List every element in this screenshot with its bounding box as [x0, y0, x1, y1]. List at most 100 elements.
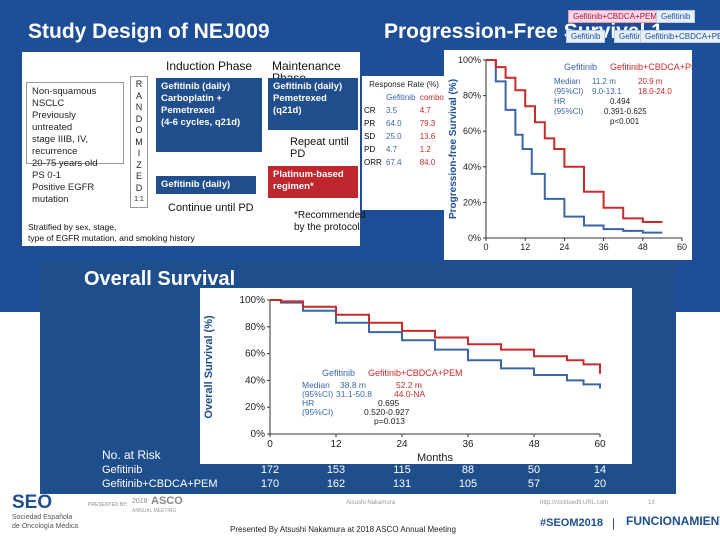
row-label: PD: [364, 145, 376, 154]
os-gef-ci: 31.1-50.8: [336, 389, 372, 399]
gefitinib-value: 25.0: [386, 132, 402, 141]
repeat-until-pd: Repeat until PD: [290, 136, 349, 160]
x-tick-label: 48: [528, 439, 540, 450]
risk-label-combo: Gefitinib+CBDCA+PEM: [102, 478, 218, 490]
pfs-gef-ci: 9.0-13.1: [592, 87, 622, 96]
combo-value: 13.6: [419, 132, 436, 141]
presenter-small: Atsushi Nakamura: [346, 500, 396, 506]
os-combo-median: 52.2 m: [396, 380, 422, 390]
combo-maint-line: (q21d): [273, 105, 302, 116]
x-tick-label: 0: [483, 242, 488, 252]
y-tick-label: 80%: [463, 91, 481, 101]
x-tick-label: 36: [599, 242, 609, 252]
risk-header: No. at Risk: [102, 448, 161, 462]
gefitinib-arm-box: Gefitinib (daily): [156, 176, 256, 194]
combo-arm-line: Carboplatin +: [161, 93, 222, 104]
nav-box: Gefitinib: [566, 30, 606, 43]
url-link[interactable]: http://clicktoedit.URL.com: [540, 500, 609, 506]
platinum-regimen-box: Platinum-based regimen*: [268, 166, 358, 198]
row-label: SD: [364, 132, 376, 141]
randomized-box: R A N D O M I Z E D 1:1: [130, 76, 148, 208]
gefitinib-value: 67.4: [386, 158, 402, 167]
risk-value: 170: [260, 478, 280, 490]
page-number: 13: [648, 500, 655, 506]
randomized-letter: D: [135, 113, 143, 124]
asco-subtitle: ANNUAL MEETING: [132, 508, 177, 514]
risk-value: 14: [593, 464, 607, 476]
criteria-line: PS 0-1: [32, 170, 62, 181]
y-tick-label: 0%: [468, 233, 481, 243]
x-tick-label: 36: [462, 439, 474, 450]
combo-curve: [270, 299, 601, 374]
y-tick-label: 20%: [463, 197, 481, 207]
x-tick-label: 12: [330, 439, 342, 450]
response-rate-title: Response Rate (%): [369, 80, 439, 89]
combo-maint-line: Pemetrexed: [273, 93, 327, 104]
combo-arm-line: Pemetrexed: [161, 105, 215, 116]
pfs-p-value: p<0.001: [610, 117, 640, 126]
criteria-line: Positive EGFR mutation: [32, 182, 95, 205]
os-stat-label: Median: [302, 380, 330, 390]
hashtag: #SEOM2018: [540, 517, 603, 529]
table-header: Gefitinib: [386, 93, 416, 102]
os-gef-median: 38.8 m: [340, 380, 366, 390]
nav-box: Gefitinib: [656, 10, 696, 23]
x-axis-label: Months: [417, 452, 454, 464]
risk-label-gefitinib: Gefitinib: [102, 464, 143, 476]
os-title: Overall Survival: [84, 268, 236, 290]
combo-maint-line: Gefitinib (daily): [273, 81, 343, 92]
pfs-stat-label: Median: [554, 77, 580, 86]
table-row: SD 25.0 13.6: [362, 130, 446, 143]
os-stat-label: (95%CI): [302, 389, 333, 399]
nav-box: Gefitinib+CBDCA+PEM: [568, 10, 663, 23]
risk-value: 105: [458, 478, 478, 490]
pfs-stat-label: HR: [554, 97, 566, 106]
table-row: PR 64.0 79.3: [362, 117, 446, 130]
randomized-letter: M: [135, 136, 143, 147]
y-tick-label: 0%: [251, 429, 266, 440]
risk-value: 115: [393, 464, 411, 476]
platinum-line: regimen*: [273, 181, 314, 192]
gefitinib-value: 3.5: [386, 106, 398, 115]
randomized-letter: O: [135, 125, 143, 135]
risk-value: 172: [260, 464, 280, 476]
response-rate-panel: Response Rate (%) Gefitinib combo CR 3.5 4…: [362, 76, 446, 210]
criteria-line: stage IIIB, IV, recurrence: [32, 134, 89, 157]
os-chart: 0% 20% 40% 60% 80% 100% 0 12 24 36 48 60 Overall Sur…: [203, 295, 606, 464]
continue-until-pd: Continue until PD: [168, 202, 254, 214]
seom-subtitle: Sociedad Española: [12, 514, 73, 521]
study-design-title: Study Design of NEJ009: [28, 20, 270, 43]
pfs-gef-median: 11.2 m: [592, 77, 616, 86]
x-tick-label: 24: [396, 439, 408, 450]
seom-logo-text: SEO: [12, 492, 53, 513]
os-stat-label: (95%CI): [302, 407, 333, 417]
os-legend-combo: Gefitinib+CBDCA+PEM: [368, 368, 463, 378]
randomized-letter: A: [135, 90, 142, 101]
y-tick-label: 20%: [245, 402, 265, 413]
combo-arm-line: (4-6 cycles, q21d): [161, 117, 241, 128]
pfs-legend-gefitinib: Gefitinib: [564, 62, 597, 72]
response-rate-table: Gefitinib combo CR 3.5 4.7 PR 64.0 79.3 SD 25…: [362, 91, 446, 169]
risk-value: 153: [326, 464, 346, 476]
randomization-ratio: 1:1: [134, 196, 144, 203]
criteria-line: Non-squamous NSCLC: [32, 86, 97, 109]
os-hr: 0.695: [378, 398, 400, 408]
risk-value: 162: [326, 478, 346, 490]
table-row: PD 4.7 1.2: [362, 143, 446, 156]
randomized-letter: N: [135, 102, 143, 112]
risk-value: 88: [461, 464, 475, 476]
row-label: ORR: [364, 158, 382, 167]
y-tick-label: 60%: [245, 349, 265, 360]
stratified-note: Stratified by sex, stage, type of EGFR m…: [28, 222, 195, 244]
combo-value: 84.0: [419, 158, 436, 167]
eligibility-criteria-box: Non-squamous NSCLC Previously untreated …: [26, 82, 124, 205]
recommended-line: *Recommended: [294, 210, 366, 221]
randomized-letter: I: [137, 148, 141, 158]
x-tick-label: 60: [594, 439, 606, 450]
combo-value: 1.2: [419, 145, 431, 154]
criteria-line: Previously untreated: [32, 110, 76, 133]
os-combo-ci: 44.0-NA: [394, 389, 426, 399]
recommended-note: *Recommended by the protocol: [294, 210, 366, 234]
pfs-hr: 0.494: [610, 97, 631, 106]
risk-value: 20: [593, 478, 607, 490]
